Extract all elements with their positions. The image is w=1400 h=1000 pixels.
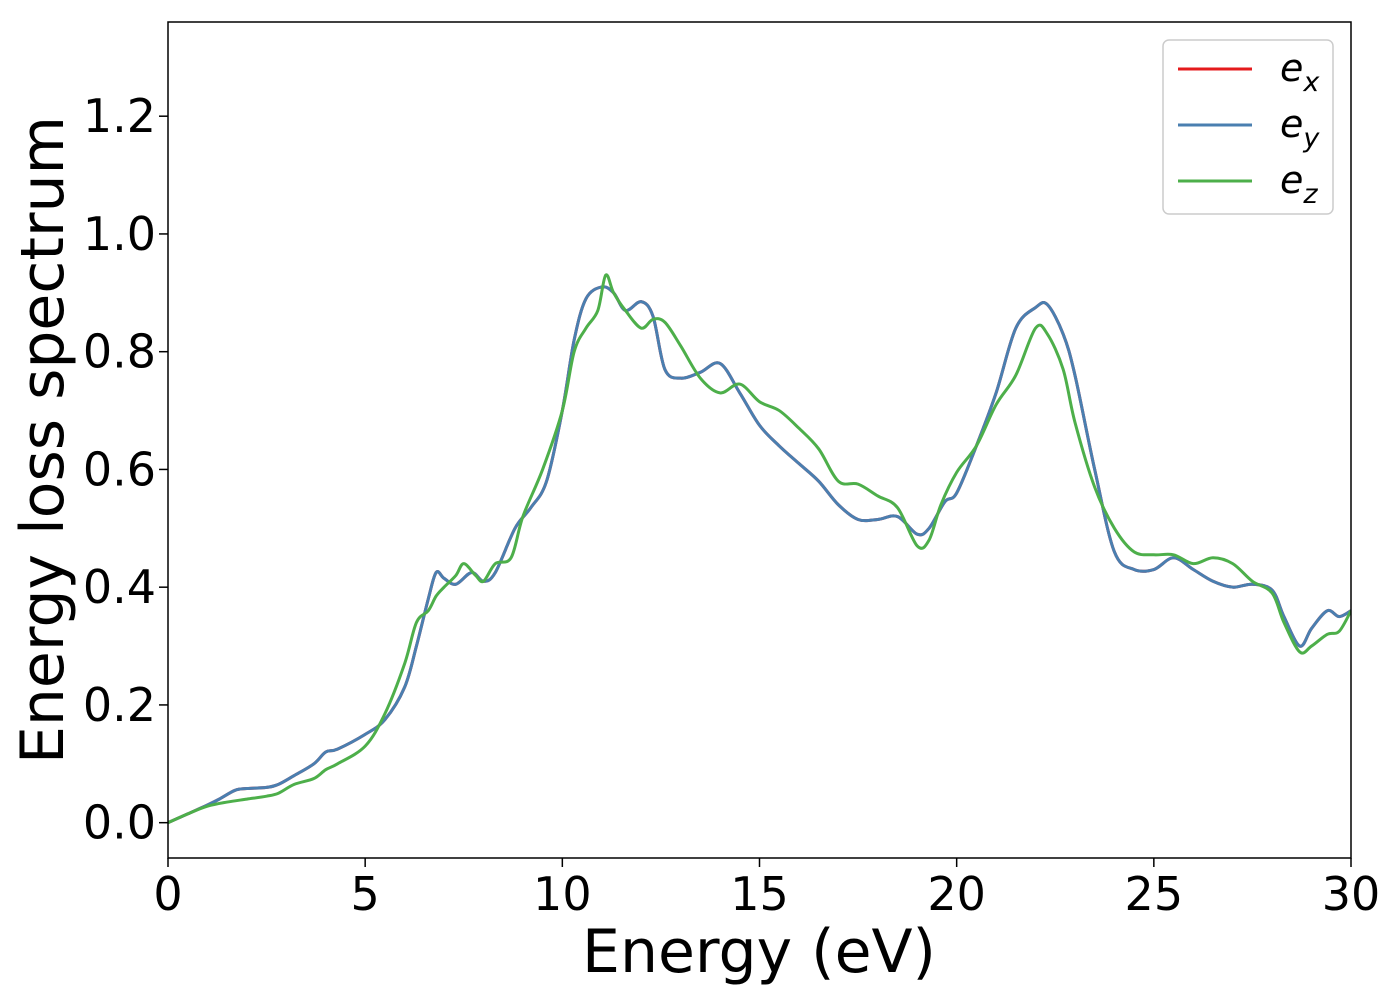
x-tick-label: 15 <box>730 867 789 921</box>
x-axis-ticks: 0 5 10 15 20 25 30 <box>153 858 1380 921</box>
x-tick-label: 0 <box>153 867 182 921</box>
y-axis-label: Energy loss spectrum <box>8 116 78 764</box>
x-tick-label: 5 <box>351 867 380 921</box>
x-tick-label: 10 <box>533 867 592 921</box>
series-line-e-z <box>168 273 1351 825</box>
y-tick-label: 1.0 <box>83 207 156 261</box>
series-layer <box>168 273 1351 825</box>
x-tick-label: 30 <box>1322 867 1381 921</box>
x-axis-label: Energy (eV) <box>582 917 936 987</box>
y-tick-label: 0.4 <box>83 560 156 614</box>
x-tick-label: 20 <box>927 867 986 921</box>
x-tick-label: 25 <box>1125 867 1184 921</box>
y-tick-label: 0.8 <box>83 325 156 379</box>
y-tick-label: 0.2 <box>83 678 156 732</box>
y-tick-label: 0.0 <box>83 796 156 850</box>
legend-box <box>1162 39 1334 215</box>
y-tick-label: 0.6 <box>83 442 156 496</box>
series-line-e-y <box>168 285 1351 825</box>
y-axis-ticks: 0.0 0.2 0.4 0.6 0.8 1.0 1.2 <box>83 89 168 850</box>
y-tick-label: 1.2 <box>83 89 156 143</box>
